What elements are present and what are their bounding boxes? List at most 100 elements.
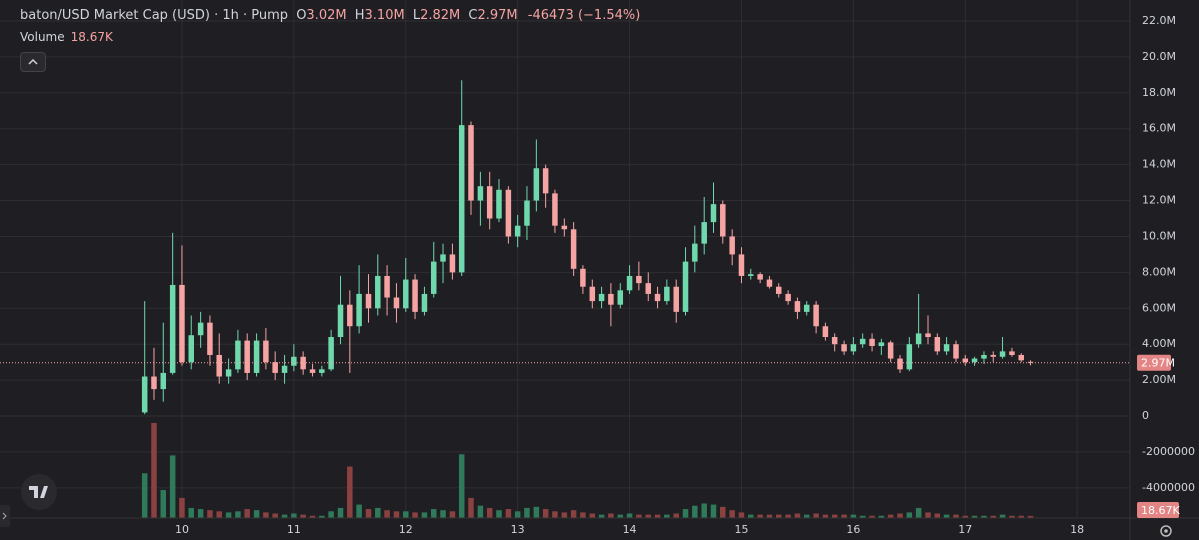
candle-body (449, 254, 456, 273)
volume-bar (859, 515, 866, 518)
candle-body (766, 279, 773, 287)
candle-body (925, 333, 931, 338)
candle-body (645, 283, 652, 294)
candle-body (943, 344, 950, 352)
volume-bar (654, 514, 661, 518)
candle-body (738, 254, 745, 276)
volume-bar (785, 514, 791, 518)
y-tick-label: 16.0M (1142, 122, 1176, 135)
volume-bar (822, 514, 829, 518)
y-tick-label: 2.00M (1142, 373, 1176, 386)
candle-body (841, 344, 847, 352)
volume-bar (309, 515, 316, 518)
logo[interactable] (21, 474, 57, 510)
candle-body (822, 326, 829, 338)
volume-bar (235, 511, 241, 518)
candle-body (365, 293, 372, 309)
candle-body (337, 304, 344, 338)
y-tick-label: 10.0M (1142, 229, 1176, 242)
volume-bar (701, 503, 707, 518)
volume-bar (710, 504, 717, 518)
candle-body (272, 362, 278, 373)
candle-body (953, 344, 959, 359)
volume-bar (216, 511, 222, 518)
candle-body (533, 168, 540, 201)
volume-bar (291, 513, 297, 518)
volume-bar (477, 505, 484, 518)
candle-body (981, 354, 987, 359)
legend-value: 3.10M (364, 8, 405, 23)
settings-dot (1164, 529, 1168, 533)
candle-body (403, 279, 409, 309)
candle-body (197, 322, 204, 336)
candle-body (906, 344, 913, 370)
x-tick-label: 17 (958, 523, 972, 536)
y-tick-label: 12.0M (1142, 194, 1176, 207)
volume-bar (281, 514, 288, 518)
side-toggle-icon (2, 512, 7, 520)
volume-bar (887, 514, 894, 518)
candle-body (570, 229, 577, 269)
candle-body (319, 369, 325, 373)
volume-bar (486, 507, 493, 518)
candle-body (1027, 361, 1034, 363)
x-tick-label: 13 (511, 523, 525, 536)
volume-bar (319, 515, 325, 518)
candle-body (636, 275, 642, 284)
volume-bar (990, 515, 997, 518)
volume-bar (794, 513, 801, 518)
candle-body (859, 338, 866, 345)
volume-bar (188, 507, 194, 518)
x-tick-label: 10 (175, 523, 189, 536)
volume-bar (244, 509, 250, 518)
candle-body (915, 333, 922, 345)
candle-body (458, 125, 465, 273)
candle-body (794, 301, 801, 312)
candle-body (598, 293, 605, 302)
candle-body (971, 358, 978, 363)
legend-change: -46473 (−1.54%) (527, 8, 641, 23)
volume-bar (356, 504, 362, 518)
volume-bar (197, 509, 204, 518)
candle-body (561, 225, 568, 230)
candles (141, 80, 1034, 415)
y-tick-label: 6.00M (1142, 301, 1176, 314)
volume-bar (272, 513, 278, 518)
candle-body (225, 369, 232, 377)
x-tick-label: 12 (399, 523, 413, 536)
volume-bar (533, 506, 540, 518)
candle-body (682, 261, 689, 312)
candle-body (673, 286, 679, 312)
collapse-icon (28, 58, 38, 65)
candle-body (179, 284, 185, 363)
volume-bar (421, 512, 428, 518)
volume-bar (403, 511, 409, 518)
y-tick-label: 0 (1142, 409, 1149, 422)
volume-bar (570, 510, 577, 518)
volume-bar (850, 514, 857, 518)
candle-body (1009, 351, 1015, 355)
candle-body (869, 338, 875, 346)
collapse-button[interactable] (20, 52, 46, 72)
volume-bar (524, 507, 530, 518)
candle-body (617, 290, 624, 305)
settings[interactable] (1160, 525, 1172, 537)
candle-body (244, 340, 250, 373)
volume-bar (813, 513, 819, 518)
title: baton/USD Market Cap (USD) · 1h · Pump (20, 8, 289, 23)
volume-legend: Volume 18.67K (20, 30, 113, 44)
volume-bar (514, 511, 521, 518)
legend: baton/USD Market Cap (USD) · 1h · Pump O… (20, 8, 640, 23)
volume-bar (915, 507, 922, 518)
candle-body (897, 358, 903, 370)
y-tick-label: 18.0M (1142, 86, 1176, 99)
volume-bar (981, 515, 987, 518)
volume-bar (729, 510, 735, 518)
legend-value: 2.82M (420, 8, 461, 23)
volume-bar (580, 512, 586, 518)
y-tick-label: 4.00M (1142, 337, 1176, 350)
side-toggle[interactable] (0, 505, 10, 527)
volume-bar (384, 510, 390, 518)
